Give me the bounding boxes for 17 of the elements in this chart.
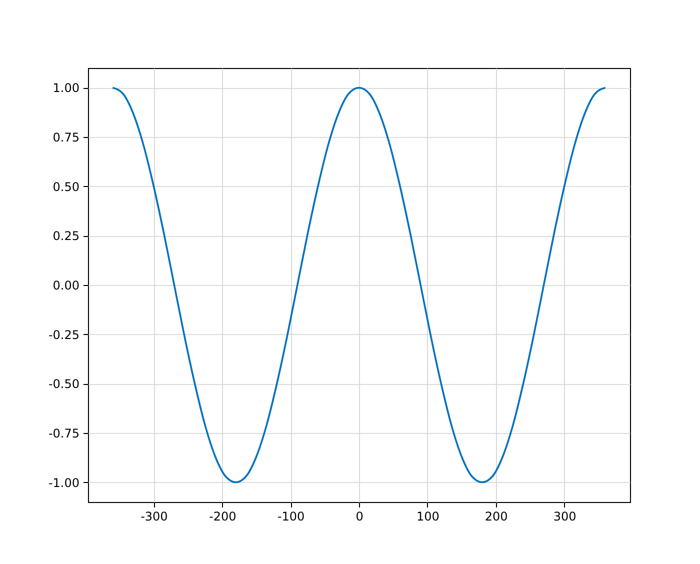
x-tick-label: 100 xyxy=(416,510,440,524)
y-tick-label: 0.00 xyxy=(52,278,80,292)
y-tick-label: 1.00 xyxy=(52,81,80,96)
x-tick-label: -300 xyxy=(140,510,168,524)
x-tick-label: 200 xyxy=(484,510,508,524)
x-tick-label: 0 xyxy=(356,510,364,524)
y-tick-label: -0.50 xyxy=(48,377,80,392)
y-tick-label: -0.25 xyxy=(48,328,80,342)
x-tick-label: 300 xyxy=(553,510,576,524)
x-tick-label: -200 xyxy=(209,510,236,524)
x-tick-label: -100 xyxy=(277,510,305,524)
line-series xyxy=(112,86,606,484)
y-tick-label: 0.75 xyxy=(52,130,80,145)
y-tick-label: 0.50 xyxy=(52,180,80,194)
y-tick-label: -1.00 xyxy=(48,476,80,490)
y-tick-label: 0.25 xyxy=(52,229,80,244)
y-tick-label: -0.75 xyxy=(48,426,80,440)
